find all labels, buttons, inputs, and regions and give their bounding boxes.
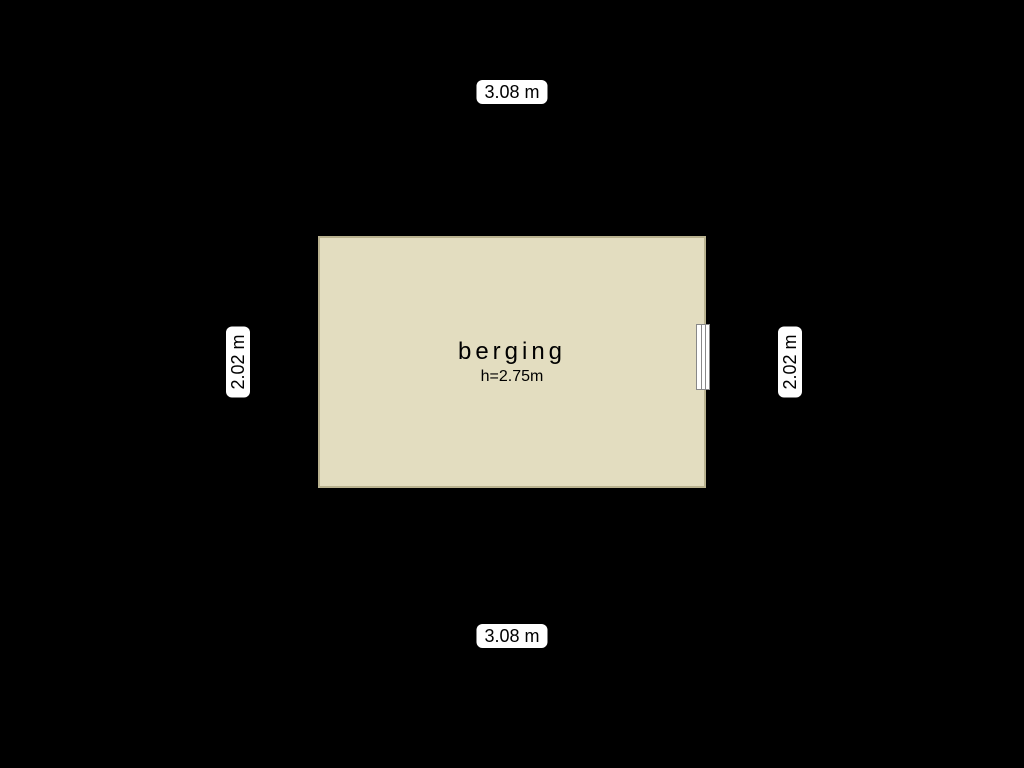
dimension-right: 2.02 m bbox=[778, 326, 802, 397]
room-label: berging h=2.75m bbox=[458, 338, 566, 386]
dimension-top: 3.08 m bbox=[476, 80, 547, 104]
dimension-bottom: 3.08 m bbox=[476, 624, 547, 648]
room-berging: berging h=2.75m bbox=[318, 236, 706, 488]
dimension-left: 2.02 m bbox=[226, 326, 250, 397]
window-icon bbox=[696, 324, 710, 390]
room-name: berging bbox=[458, 338, 566, 366]
room-height: h=2.75m bbox=[458, 368, 566, 386]
